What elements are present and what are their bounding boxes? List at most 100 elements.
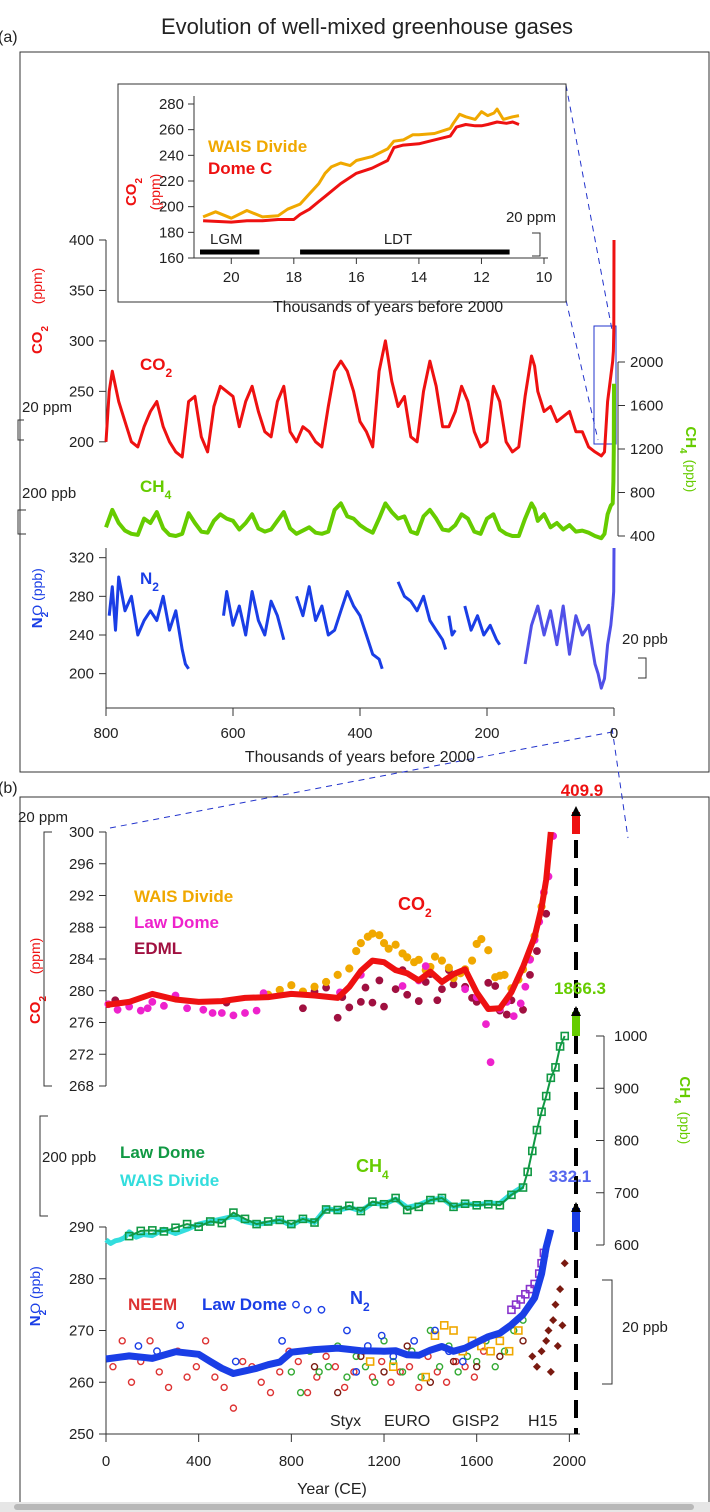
b-point-wais	[352, 946, 361, 956]
a-co2-tick-label: 350	[69, 282, 94, 299]
horizontal-scrollbar[interactable]	[0, 1502, 710, 1512]
b-point-gisp2-diamond	[537, 1347, 546, 1356]
inset-y-tick-label: 240	[159, 147, 184, 164]
b-point-wais	[430, 952, 440, 961]
b-point-styx	[417, 1373, 425, 1381]
b-point-wais	[375, 931, 384, 940]
b-point-edml	[433, 996, 442, 1005]
b-point-neem	[164, 1383, 173, 1392]
b-point-h15	[511, 1300, 521, 1309]
b-point-lawdome-n2o	[458, 1357, 467, 1366]
a-n2o-tick-label: 240	[69, 627, 94, 644]
b-point-lawdome-ch4	[171, 1223, 180, 1233]
b-point-lawdome	[516, 999, 525, 1008]
inset-y-axis-label: CO2	[123, 178, 145, 207]
b-point-lawdome-ch4	[507, 1190, 516, 1200]
b-point-neem	[155, 1368, 163, 1376]
b-legend-wais-ch4: WAIS Divide	[120, 1171, 219, 1190]
b-point-lawdome-ch4	[368, 1197, 377, 1206]
b-point-lawdome-ch4	[537, 1107, 546, 1117]
b-point-gisp2	[519, 1337, 527, 1345]
b-x-tick-label: 400	[186, 1453, 211, 1470]
b-point-gisp2-diamond	[553, 1342, 562, 1351]
b-x-tick-label: 2000	[553, 1453, 586, 1470]
b-point-lawdome-ch4	[532, 1125, 542, 1135]
inset-scale-label: 20 ppm	[506, 209, 556, 226]
b-point-lawdome	[398, 982, 407, 990]
b-point-lawdome-ch4	[136, 1226, 146, 1236]
b-ch4-axis-unit: (ppb)	[677, 1112, 693, 1145]
panel-a-frame	[19, 51, 710, 773]
b-co2-tick-label: 280	[69, 983, 94, 1000]
b-point-wais	[484, 946, 493, 955]
b-point-edml	[502, 1010, 511, 1019]
b-point-styx	[472, 1357, 481, 1366]
b-point-styx	[389, 1357, 397, 1366]
inset-series-dome-c	[203, 120, 520, 224]
inset-legend-domec: Dome C	[208, 159, 272, 178]
panel-b-label: (b)	[0, 780, 18, 797]
b-point-wais	[368, 929, 377, 938]
b-label-co2: CO2	[398, 894, 432, 920]
a-x-tick-label: 0	[610, 725, 618, 742]
a-series-co2	[104, 239, 616, 459]
b-point-styx	[463, 1352, 472, 1361]
b-point-wais	[333, 970, 342, 979]
b-point-gisp2-diamond	[558, 1321, 567, 1330]
b-point-gisp2	[472, 1363, 481, 1371]
inset-scale-bracket	[532, 232, 541, 257]
b-point-lawdome	[160, 1001, 168, 1010]
inset-x-tick-label: 10	[536, 269, 553, 286]
b-point-wais	[379, 939, 389, 948]
b-point-euro	[439, 1321, 449, 1330]
a-co2-tick-label: 400	[69, 232, 94, 249]
scrollbar-thumb[interactable]	[14, 1504, 694, 1510]
figure-title: Evolution of well-mixed greenhouse gases	[161, 14, 573, 39]
b-point-neem	[276, 1368, 284, 1376]
b-point-lawdome-n2o	[292, 1300, 300, 1309]
b-point-wais	[437, 956, 447, 965]
b-point-edml	[414, 997, 423, 1005]
b-co2-axis-label: CO2	[27, 996, 49, 1025]
b-point-lawdome-n2o	[377, 1331, 386, 1340]
inset-series-wais-divide	[202, 107, 520, 220]
b-point-lawdome-ch4	[124, 1231, 134, 1241]
inset-y-tick-label: 260	[159, 122, 184, 139]
b-point-lawdome-ch4	[159, 1227, 169, 1236]
b-point-neem	[415, 1383, 423, 1392]
b-co2-tick-label: 288	[69, 919, 94, 936]
b-point-lawdome-ch4	[551, 1063, 560, 1072]
b-point-neem	[211, 1373, 219, 1381]
b-point-lawdome-ch4	[391, 1193, 400, 1203]
b-point-lawdome-ch4	[460, 1199, 470, 1209]
b-current-ch4-arrow	[571, 1006, 581, 1016]
b-point-lawdome-ch4	[333, 1205, 342, 1215]
inset-x-tick-label: 20	[223, 269, 240, 286]
b-point-lawdome-ch4	[310, 1218, 319, 1227]
b-point-edml	[299, 1004, 307, 1013]
panel-a-label: (a)	[0, 29, 18, 46]
b-point-lawdome	[217, 1009, 226, 1017]
inset-frame	[117, 83, 567, 303]
b-point-wais	[345, 964, 354, 973]
b-ch4-axis-label: CH4	[672, 1076, 694, 1104]
b-legend-lawdome-n2o: Law Dome	[202, 1295, 287, 1314]
b-point-euro	[449, 1326, 458, 1335]
b-point-lawdome-n2o	[134, 1342, 143, 1350]
b-legend-euro: EURO	[384, 1413, 430, 1430]
b-co2-tick-label: 276	[69, 1015, 94, 1032]
b-point-wais	[356, 939, 365, 948]
b-point-lawdome	[208, 1009, 217, 1017]
b-x-tick-label: 800	[279, 1453, 304, 1470]
b-point-euro	[421, 1372, 431, 1382]
b-point-edml	[375, 976, 384, 985]
a-series-n2o-segment	[523, 547, 616, 690]
b-point-styx	[454, 1368, 462, 1376]
b-point-styx	[315, 1368, 323, 1376]
b-point-styx	[398, 1368, 407, 1376]
b-point-edml	[438, 985, 446, 994]
b-point-neem	[201, 1337, 210, 1345]
b-point-lawdome-ch4	[523, 1167, 532, 1177]
b-point-wais	[391, 940, 400, 949]
b-point-gisp2	[310, 1363, 319, 1371]
